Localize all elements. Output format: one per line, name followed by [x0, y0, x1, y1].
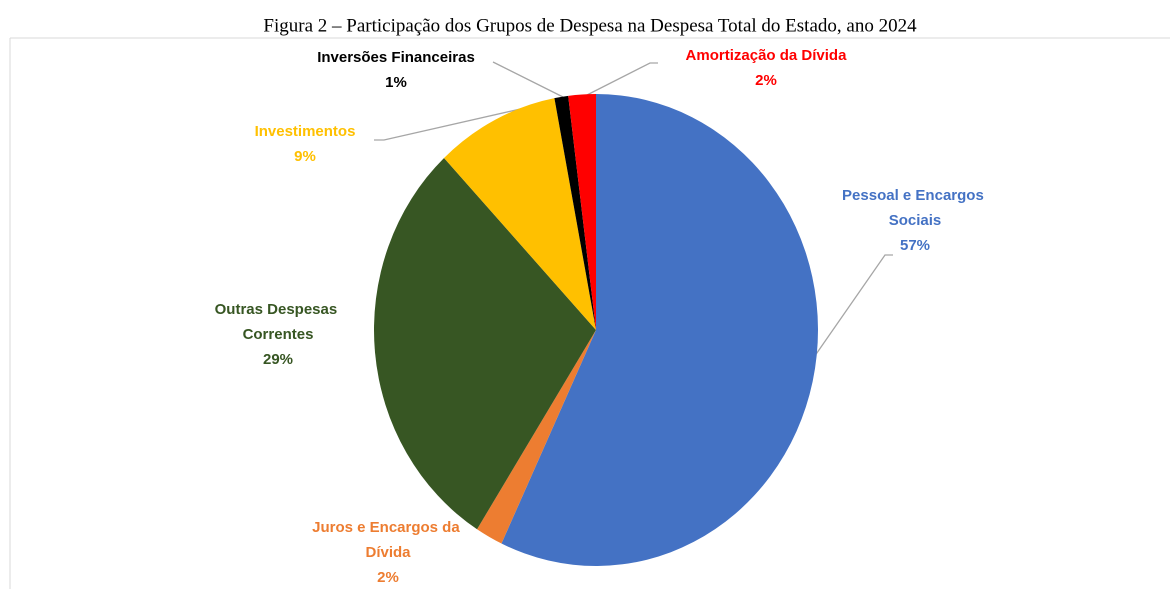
category-label: Juros e Encargos da Dívida: [312, 519, 464, 561]
pie-slice: [374, 157, 596, 530]
category-label: Amortização da Dívida: [686, 47, 848, 64]
value-label: 2%: [755, 72, 777, 89]
leader-line: [584, 62, 658, 97]
pie-slice: [554, 95, 596, 330]
pie-slice: [444, 98, 596, 330]
category-label: Pessoal e Encargos Sociais: [842, 187, 988, 229]
leader-line: [811, 254, 893, 361]
category-label: Inversões Financeiras: [317, 49, 475, 66]
chart-title: Figura 2 – Participação dos Grupos de De…: [263, 15, 917, 36]
pie-slice: [568, 94, 596, 330]
leader-line: [374, 99, 561, 141]
value-label: 57%: [900, 237, 930, 254]
pie-slice: [477, 330, 596, 544]
category-label: Outras Despesas Correntes: [215, 301, 342, 343]
value-label: 1%: [385, 74, 407, 91]
category-label: Investimentos: [255, 123, 356, 140]
value-label: 2%: [377, 569, 399, 586]
value-label: 9%: [294, 148, 316, 165]
value-label: 29%: [263, 351, 293, 368]
leader-lines: [374, 61, 893, 361]
pie-slice: [501, 94, 819, 566]
leader-line: [492, 61, 564, 98]
